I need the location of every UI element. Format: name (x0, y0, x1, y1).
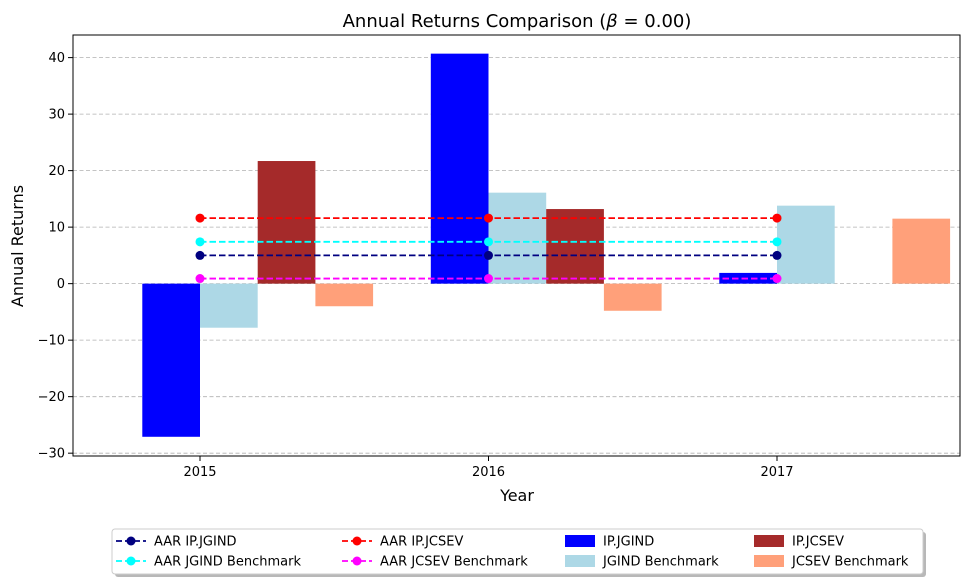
legend-box (111, 528, 924, 575)
point-aar-ip-jcsev-2015 (195, 213, 205, 223)
y-tick-label: 20 (48, 164, 65, 179)
bar-jgind-benchmark-2015 (200, 283, 258, 328)
y-tick-label: −30 (38, 447, 65, 462)
x-axis: 2015 2016 2017 (183, 456, 794, 480)
bar-ip-jgind-2015 (142, 283, 200, 437)
legend-label-aar-jgind-benchmark: AAR JGIND Benchmark (154, 555, 301, 570)
point-aar-ip-jcsev-2016 (484, 213, 493, 223)
y-axis-label: Annual Returns (8, 185, 27, 307)
legend-swatch-ip-jcsev (754, 535, 784, 547)
legend-label-aar-ip-jcsev: AAR IP.JCSEV (380, 535, 463, 550)
legend-marker-aar-jgind-benchmark (126, 556, 136, 566)
bar-ip-jcsev-2016 (546, 209, 604, 284)
legend-swatch-jgind-benchmark (565, 555, 595, 567)
legend-label-ip-jcsev: IP.JCSEV (792, 535, 844, 550)
bar-jcsev-benchmark-2015 (315, 283, 374, 307)
point-aar-jcsev-benchmark-2015 (195, 274, 205, 284)
bar-ip-jcsev-2015 (257, 161, 316, 284)
bars (142, 53, 951, 437)
bar-jcsev-benchmark-2017 (892, 218, 951, 284)
x-tick-label: 2015 (183, 465, 216, 480)
y-tick-label: 30 (48, 108, 65, 123)
point-aar-ip-jgind-2015 (195, 250, 205, 260)
point-aar-jgind-benchmark-2015 (195, 237, 205, 247)
y-tick-label: −10 (38, 334, 65, 349)
legend-label-jgind-benchmark: JGIND Benchmark (602, 555, 719, 570)
y-tick-label: 0 (57, 277, 65, 292)
bar-jgind-benchmark-2016 (488, 192, 547, 284)
point-aar-ip-jgind-2016 (484, 250, 493, 260)
legend-label-jcsev-benchmark: JCSEV Benchmark (791, 555, 909, 570)
legend-marker-aar-jcsev-benchmark (352, 556, 362, 566)
bar-jcsev-benchmark-2016 (603, 283, 662, 311)
bar-ip-jgind-2017 (719, 272, 777, 284)
legend: AAR IP.JGIND AAR IP.JCSEV IP.JGIND IP.JCSEV… (111, 528, 926, 577)
point-aar-jgind-benchmark-2016 (484, 237, 493, 247)
legend-label-aar-ip-jgind: AAR IP.JGIND (154, 535, 237, 550)
legend-label-ip-jgind: IP.JGIND (603, 535, 654, 550)
point-aar-ip-jgind-2017 (772, 250, 782, 260)
x-axis-label: Year (499, 486, 534, 505)
y-tick-label: 10 (48, 221, 65, 236)
legend-swatch-ip-jgind (565, 535, 595, 547)
plot-frame (72, 34, 961, 457)
legend-marker-aar-ip-jgind (126, 536, 136, 546)
aar-lines (195, 213, 782, 284)
bar-jgind-benchmark-2017 (777, 205, 835, 284)
bar-ip-jgind-2016 (430, 53, 489, 284)
y-tick-label: −20 (38, 390, 65, 405)
x-tick-label: 2017 (760, 465, 793, 480)
chart-title: Annual Returns Comparison (β = 0.00) (343, 11, 692, 32)
legend-swatch-jcsev-benchmark (754, 555, 784, 567)
legend-label-aar-jcsev-benchmark: AAR JCSEV Benchmark (380, 555, 528, 570)
point-aar-ip-jcsev-2017 (772, 213, 782, 223)
y-axis: −30 −20 −10 0 10 20 30 40 (38, 51, 73, 462)
point-aar-jcsev-benchmark-2016 (484, 274, 493, 284)
legend-marker-aar-ip-jcsev (352, 536, 362, 546)
point-aar-jgind-benchmark-2017 (772, 237, 782, 247)
point-aar-jcsev-benchmark-2017 (772, 274, 782, 284)
x-tick-label: 2016 (472, 465, 505, 480)
y-tick-label: 40 (48, 51, 65, 66)
